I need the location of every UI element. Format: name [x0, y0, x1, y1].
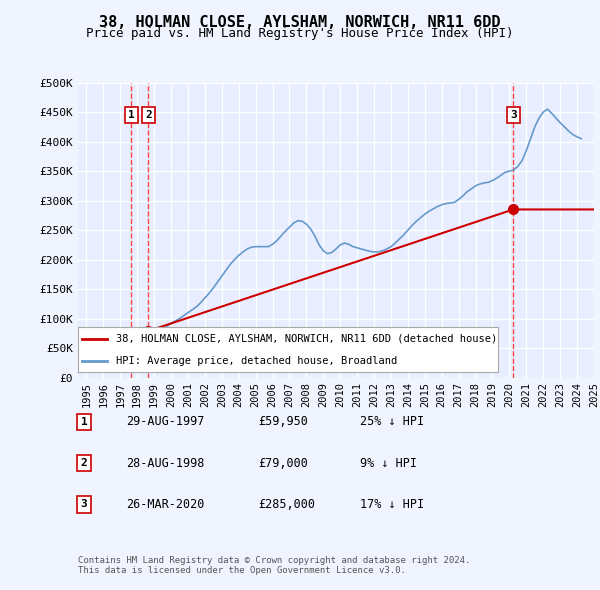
Text: 1: 1: [80, 417, 88, 427]
Text: 38, HOLMAN CLOSE, AYLSHAM, NORWICH, NR11 6DD: 38, HOLMAN CLOSE, AYLSHAM, NORWICH, NR11…: [99, 15, 501, 30]
Text: 17% ↓ HPI: 17% ↓ HPI: [360, 498, 424, 511]
Text: 1: 1: [128, 110, 135, 120]
Text: Contains HM Land Registry data © Crown copyright and database right 2024.
This d: Contains HM Land Registry data © Crown c…: [78, 556, 470, 575]
Text: 3: 3: [80, 500, 88, 509]
Text: £59,950: £59,950: [258, 415, 308, 428]
Text: 2: 2: [145, 110, 152, 120]
Text: 25% ↓ HPI: 25% ↓ HPI: [360, 415, 424, 428]
Text: 38, HOLMAN CLOSE, AYLSHAM, NORWICH, NR11 6DD (detached house): 38, HOLMAN CLOSE, AYLSHAM, NORWICH, NR11…: [116, 333, 497, 343]
Text: £79,000: £79,000: [258, 457, 308, 470]
Text: 3: 3: [510, 110, 517, 120]
Text: 2: 2: [80, 458, 88, 468]
Text: Price paid vs. HM Land Registry's House Price Index (HPI): Price paid vs. HM Land Registry's House …: [86, 27, 514, 40]
Text: 28-AUG-1998: 28-AUG-1998: [126, 457, 205, 470]
Text: 9% ↓ HPI: 9% ↓ HPI: [360, 457, 417, 470]
Text: 26-MAR-2020: 26-MAR-2020: [126, 498, 205, 511]
Text: HPI: Average price, detached house, Broadland: HPI: Average price, detached house, Broa…: [116, 356, 397, 366]
Text: £285,000: £285,000: [258, 498, 315, 511]
Text: 29-AUG-1997: 29-AUG-1997: [126, 415, 205, 428]
